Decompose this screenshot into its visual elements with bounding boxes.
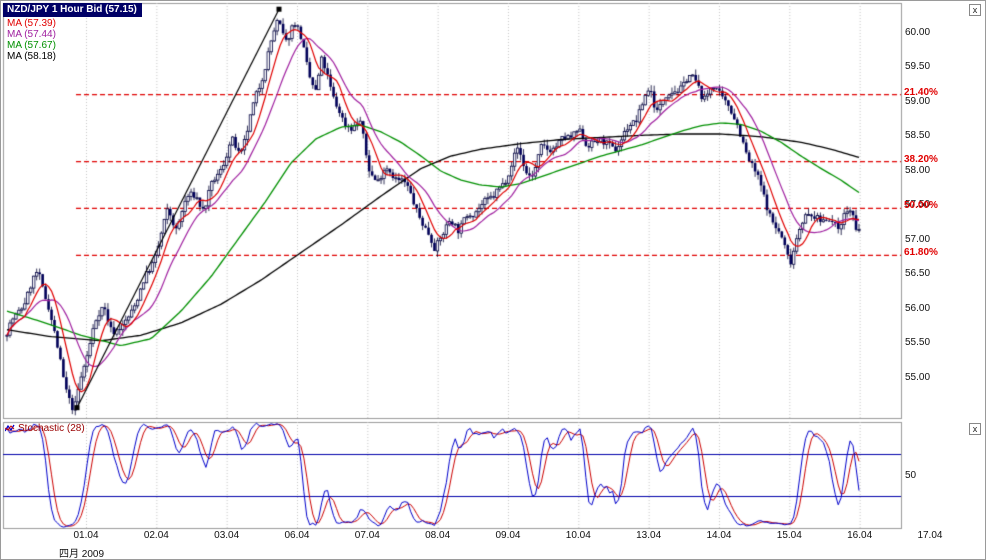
x-axis-label: 03.04 <box>214 530 240 541</box>
stochastic-legend: Stochastic (28) <box>5 423 85 434</box>
x-axis-label: 01.04 <box>73 530 99 541</box>
stoch-axis-label: 50 <box>905 470 917 481</box>
price-tick-label: 55.50 <box>905 337 931 349</box>
price-tick-label: 60.00 <box>905 26 931 38</box>
price-tick-label: 57.00 <box>905 233 931 245</box>
ma-label-4: MA (58.18) <box>5 51 58 62</box>
fib-label: 50.00% <box>904 200 938 212</box>
x-axis-label: 07.04 <box>354 530 380 541</box>
stochastic-label: Stochastic (28) <box>18 423 85 434</box>
x-axis-label: 13.04 <box>636 530 662 541</box>
x-axis-label: 08.04 <box>425 530 451 541</box>
price-tick-label: 58.00 <box>905 164 931 176</box>
main-panel-close-button[interactable]: x <box>969 4 981 16</box>
price-tick-label: 59.00 <box>905 95 931 107</box>
x-axis-label: 16.04 <box>847 530 873 541</box>
ma-label-1: MA (57.39) <box>5 18 58 29</box>
x-axis-label: 09.04 <box>495 530 521 541</box>
chart-title: NZD/JPY 1 Hour Bid (57.15) <box>3 3 142 17</box>
price-tick-label: 58.50 <box>905 130 931 142</box>
price-tick-label: 59.50 <box>905 61 931 73</box>
ma-label-2: MA (57.44) <box>5 29 58 40</box>
x-axis-label: 06.04 <box>284 530 310 541</box>
fib-label: 21.40% <box>904 86 938 98</box>
x-axis-label: 14.04 <box>706 530 732 541</box>
fib-label: 61.80% <box>904 247 938 259</box>
price-tick-label: 56.50 <box>905 268 931 280</box>
stochastic-panel-close-button[interactable]: x <box>969 423 981 435</box>
x-axis-label: 17.04 <box>917 530 943 541</box>
price-tick-label: 56.00 <box>905 302 931 314</box>
price-tick-label: 55.00 <box>905 371 931 383</box>
fib-label: 38.20% <box>904 153 938 165</box>
month-label: 四月 2009 <box>59 549 105 560</box>
stochastic-icon <box>5 424 15 432</box>
x-axis-label: 15.04 <box>776 530 802 541</box>
x-axis-label: 10.04 <box>565 530 591 541</box>
ma-label-3: MA (57.67) <box>5 40 58 51</box>
x-axis-label: 02.04 <box>143 530 169 541</box>
price-tick-label: 57.50 <box>905 199 931 211</box>
